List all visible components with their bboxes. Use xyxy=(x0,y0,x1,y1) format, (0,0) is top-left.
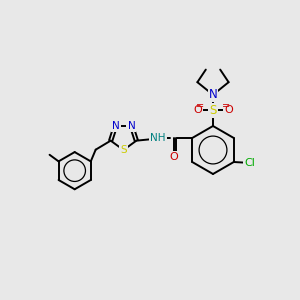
Text: S: S xyxy=(120,145,127,155)
Text: O: O xyxy=(193,105,202,116)
Text: O: O xyxy=(169,152,178,163)
Text: N: N xyxy=(112,121,119,130)
Text: N: N xyxy=(128,121,135,130)
Text: =: = xyxy=(221,100,230,111)
Text: O: O xyxy=(224,105,233,116)
Text: N: N xyxy=(208,88,217,101)
Text: Cl: Cl xyxy=(244,158,255,168)
Text: =: = xyxy=(196,100,205,111)
Text: NH: NH xyxy=(150,133,166,143)
Text: S: S xyxy=(209,104,217,117)
